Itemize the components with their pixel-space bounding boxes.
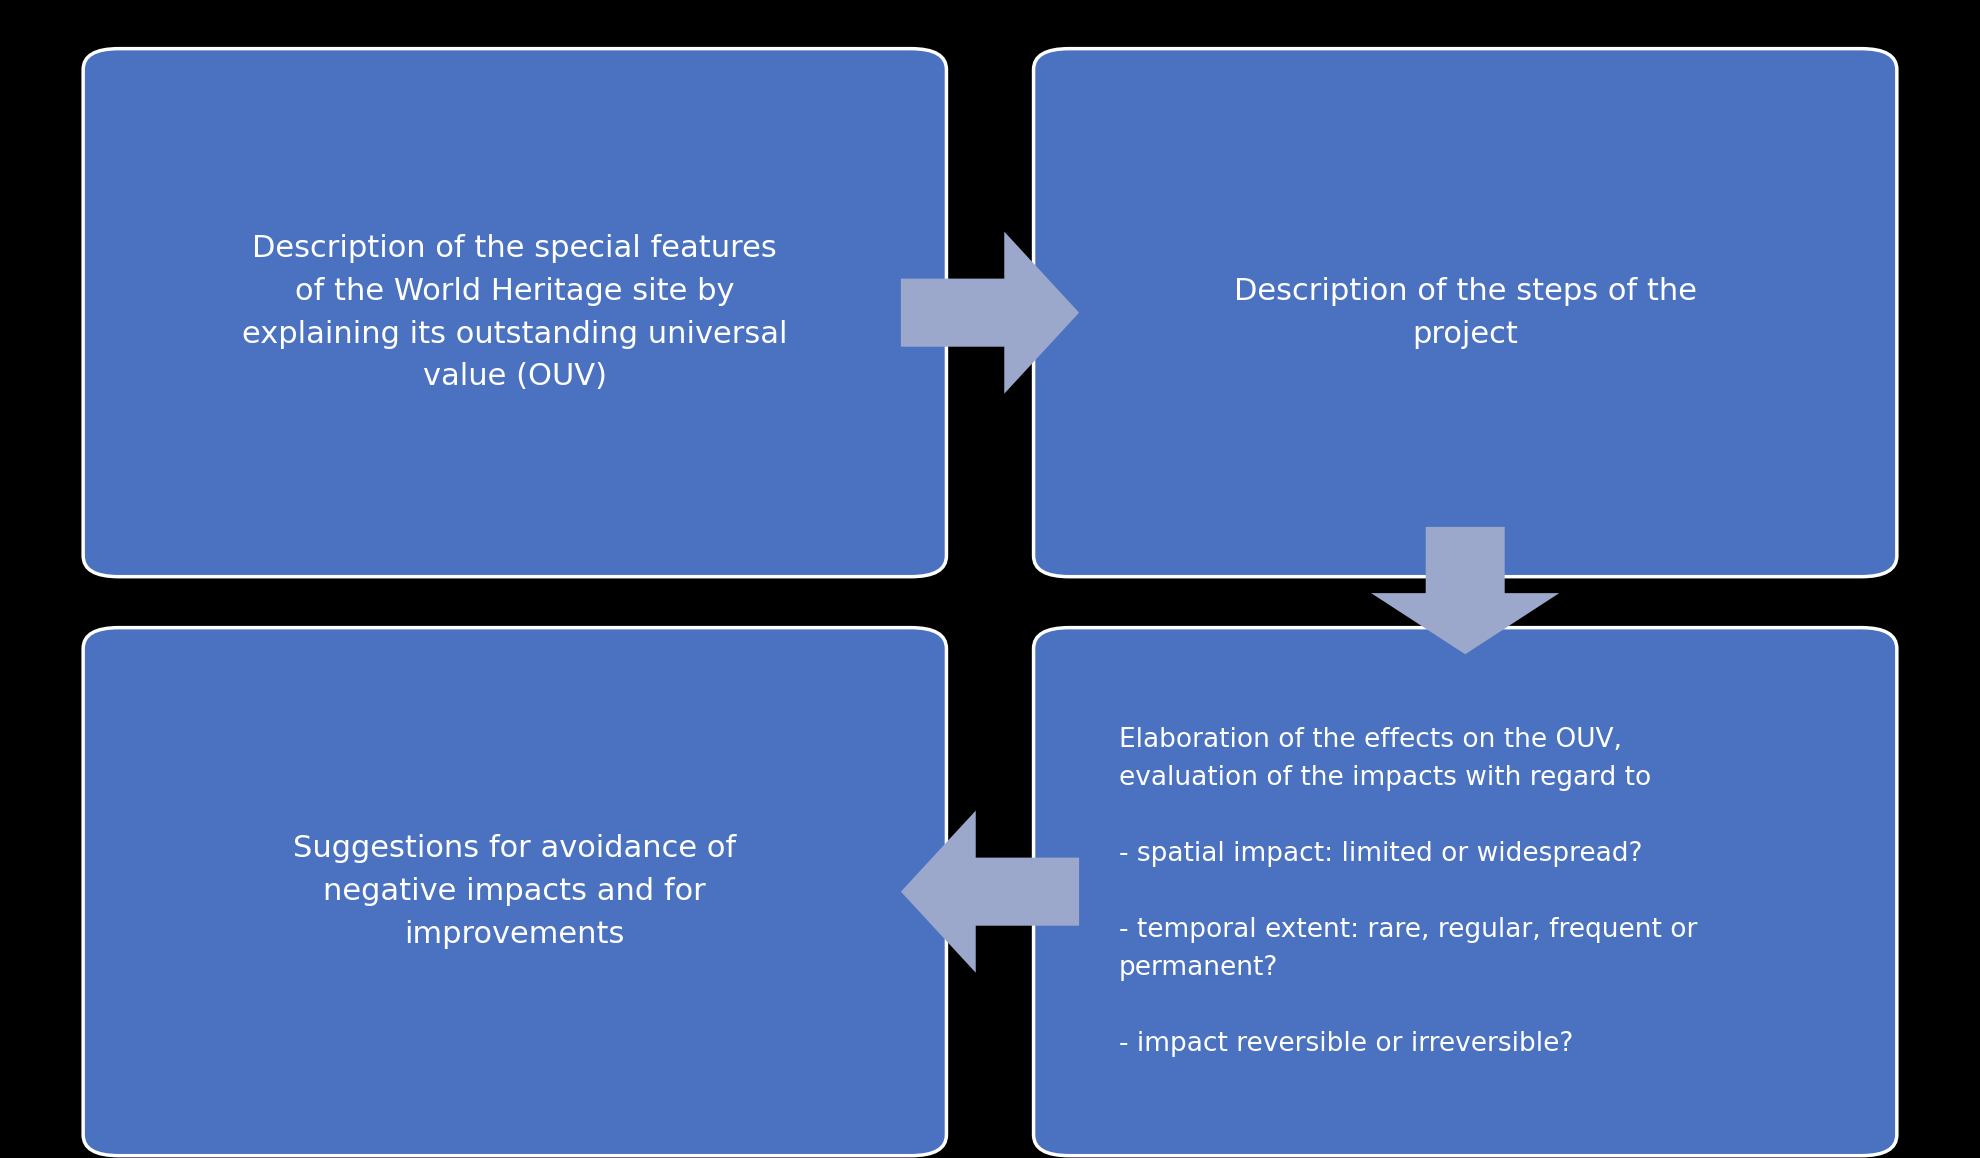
Polygon shape <box>1370 527 1560 654</box>
FancyBboxPatch shape <box>1034 49 1897 577</box>
Text: Description of the special features
of the World Heritage site by
explaining its: Description of the special features of t… <box>242 234 788 391</box>
Polygon shape <box>901 811 1079 973</box>
FancyBboxPatch shape <box>83 49 946 577</box>
Polygon shape <box>901 232 1079 394</box>
FancyBboxPatch shape <box>1034 628 1897 1156</box>
Text: Suggestions for avoidance of
negative impacts and for
improvements: Suggestions for avoidance of negative im… <box>293 835 737 948</box>
Text: Elaboration of the effects on the OUV,
evaluation of the impacts with regard to
: Elaboration of the effects on the OUV, e… <box>1119 727 1697 1056</box>
FancyBboxPatch shape <box>83 628 946 1156</box>
Text: Description of the steps of the
project: Description of the steps of the project <box>1234 277 1697 349</box>
